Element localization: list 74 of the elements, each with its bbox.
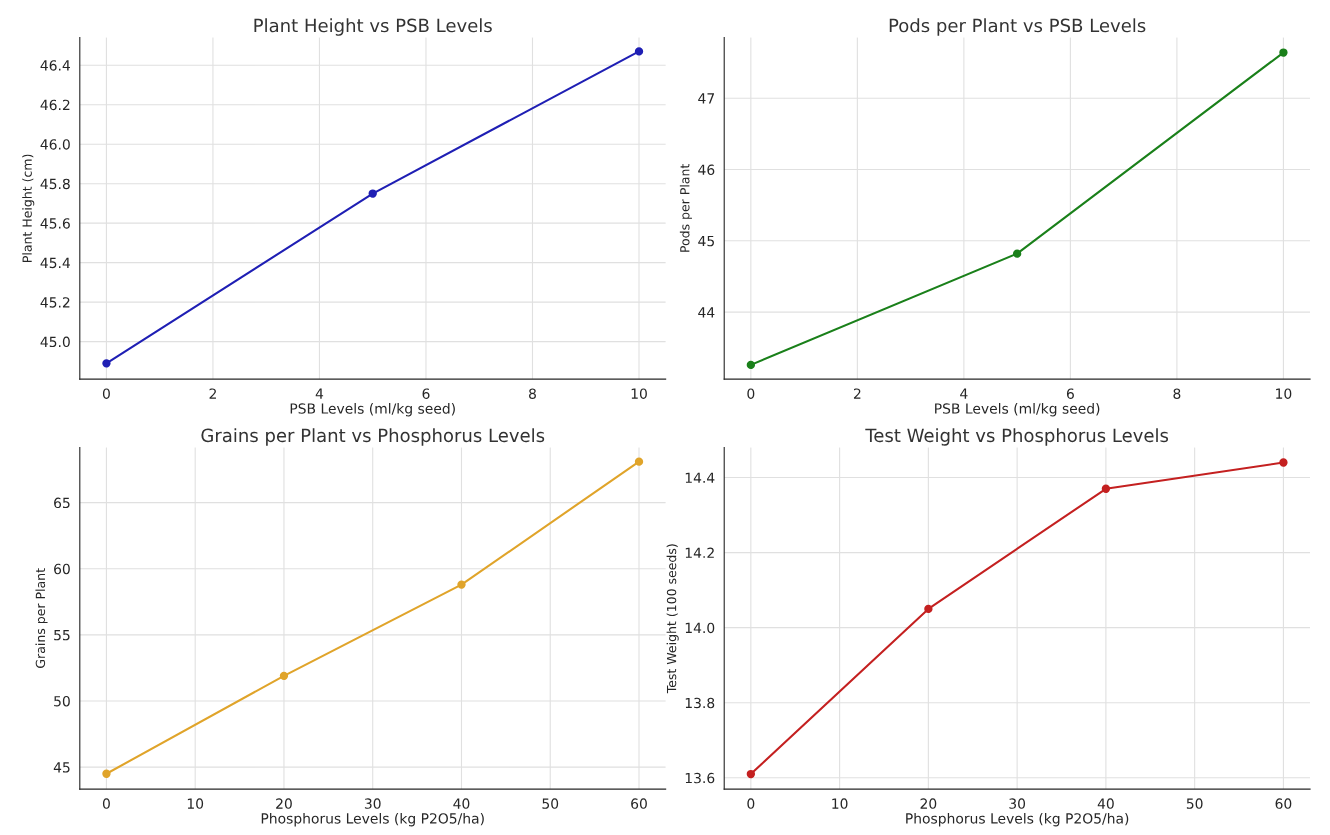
x-tick-label: 30	[1009, 798, 1026, 809]
point	[102, 359, 111, 368]
point	[634, 457, 644, 466]
y-tick-label: 45.4	[40, 257, 70, 269]
x-tick-label: 20	[276, 798, 292, 809]
x-tick-label: 60	[631, 798, 647, 809]
chart-title: Test Weight vs Phosphorus Levels	[865, 428, 1169, 446]
y-axis-title: Test Weight (100 seeds)	[666, 544, 679, 694]
y-tick-label: 50	[54, 695, 70, 707]
x-tick-label: 0	[102, 798, 110, 809]
y-tick-label: 65	[54, 497, 70, 509]
x-tick-label: 30	[364, 798, 381, 809]
x-tick-label: 10	[187, 798, 204, 809]
x-tick-label: 6	[422, 388, 430, 399]
x-tick-label: 6	[1066, 388, 1074, 399]
x-tick-label: 10	[631, 388, 647, 399]
point	[1279, 48, 1288, 57]
y-tick-label: 46.2	[40, 99, 70, 111]
y-tick-label: 14.0	[685, 622, 715, 634]
point	[368, 189, 377, 198]
y-tick-label: 13.8	[685, 697, 715, 709]
x-tick-label: 50	[1186, 798, 1203, 809]
y-axis-title: Pods per Plant	[679, 163, 692, 252]
point	[1012, 249, 1022, 258]
y-tick-label: 46	[698, 164, 715, 175]
y-tick-label: 60	[54, 563, 70, 575]
point	[924, 604, 933, 614]
x-tick-label: 0	[102, 388, 110, 399]
x-tick-label: 60	[1275, 798, 1292, 809]
x-axis-title: Phosphorus Levels (kg P2O5/ha)	[261, 812, 484, 827]
x-tick-label: 8	[529, 388, 536, 399]
y-tick-label: 44	[698, 307, 715, 318]
x-tick-label: 8	[1173, 388, 1181, 399]
x-axis-title: PSB Levels (ml/kg seed)	[935, 403, 1100, 417]
y-tick-label: 14.2	[685, 547, 714, 558]
y-tick-label: 45.8	[40, 178, 70, 190]
y-tick-label: 46.0	[40, 139, 70, 150]
point	[279, 671, 289, 681]
y-tick-label: 14.4	[685, 472, 715, 483]
chart-title: Grains per Plant vs Phosphorus Levels	[201, 428, 545, 446]
y-tick-label: 45.2	[40, 297, 70, 308]
x-tick-label: 4	[315, 388, 324, 399]
point	[746, 360, 756, 370]
point	[102, 769, 111, 778]
y-tick-label: 45.0	[40, 336, 70, 348]
point	[1101, 484, 1111, 493]
x-tick-label: 4	[960, 388, 968, 399]
x-tick-label: 10	[1276, 388, 1292, 399]
y-tick-label: 13.6	[685, 772, 715, 784]
point	[457, 580, 466, 589]
point	[1279, 458, 1288, 467]
x-tick-label: 40	[1097, 798, 1114, 809]
x-tick-label: 2	[853, 388, 861, 399]
chart-title: Pods per Plant vs PSB Levels	[889, 18, 1146, 36]
y-tick-label: 46.4	[40, 60, 70, 71]
x-tick-label: 40	[453, 798, 470, 809]
y-tick-label: 55	[54, 630, 70, 641]
y-tick-label: 45	[698, 235, 714, 247]
x-tick-label: 0	[747, 798, 755, 809]
x-axis-title: Phosphorus Levels (kg P2O5/ha)	[906, 812, 1129, 827]
y-tick-label: 47	[698, 93, 714, 104]
y-tick-label: 45.6	[40, 218, 70, 229]
y-axis-title: Plant Height (cm)	[22, 154, 35, 262]
x-tick-label: 50	[542, 798, 559, 809]
point	[634, 47, 644, 56]
y-tick-label: 45	[53, 762, 70, 773]
point	[746, 769, 756, 779]
x-tick-label: 2	[209, 388, 216, 399]
x-tick-label: 20	[920, 798, 937, 809]
y-axis-title: Grains per Plant	[35, 568, 48, 668]
x-tick-label: 10	[832, 798, 848, 809]
x-axis-title: PSB Levels (ml/kg seed)	[290, 403, 455, 417]
chart-title: Plant Height vs PSB Levels	[254, 18, 492, 36]
x-tick-label: 0	[747, 388, 755, 399]
